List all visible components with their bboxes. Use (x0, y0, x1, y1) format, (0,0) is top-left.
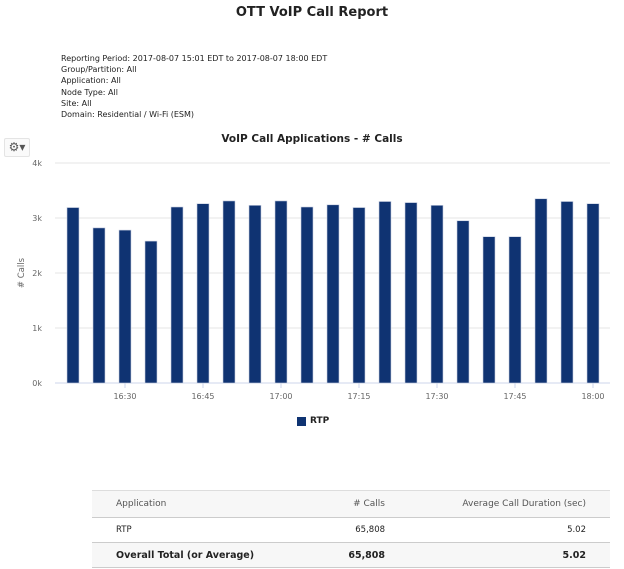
bar-chart: 0k 1k 2k 3k 4k # Calls 16:30 16:45 17:00 17:15 17:… (17, 159, 610, 401)
bar (534, 198, 548, 384)
y-tick-label: 0k (32, 379, 42, 388)
total-avg-duration: 5.02 (409, 542, 610, 568)
summary-table: Application # Calls Average Call Duratio… (92, 490, 610, 568)
y-tick-label: 1k (32, 324, 42, 333)
bar (560, 201, 574, 384)
col-avg-duration[interactable]: Average Call Duration (sec) (409, 490, 610, 518)
total-label: Overall Total (or Average) (92, 542, 310, 568)
x-tick-label: 18:00 (581, 392, 604, 401)
x-tick-label: 16:45 (191, 392, 214, 401)
chart-title: VoIP Call Applications - # Calls (221, 133, 403, 145)
col-calls[interactable]: # Calls (309, 490, 410, 518)
y-tick-label: 2k (32, 269, 42, 278)
legend-swatch (297, 416, 306, 426)
total-calls: 65,808 (309, 542, 410, 568)
y-tick-label: 4k (32, 159, 42, 168)
bar (170, 206, 184, 384)
cell-avg-duration: 5.02 (409, 517, 610, 543)
bar (378, 201, 392, 384)
x-tick-label: 17:45 (503, 392, 526, 401)
gear-icon: ⚙▾ (8, 140, 26, 154)
cell-calls: 65,808 (309, 517, 410, 543)
bar (196, 203, 210, 384)
meta-site: Site: All (61, 98, 92, 108)
bar (326, 204, 340, 384)
x-tick-label: 17:15 (347, 392, 370, 401)
meta-domain: Domain: Residential / Wi-Fi (ESM) (61, 110, 195, 120)
y-axis-label: # Calls (17, 257, 27, 288)
x-tick-label: 17:30 (425, 392, 448, 401)
bar (586, 203, 600, 384)
y-tick-label: 3k (32, 214, 42, 223)
meta-application: Application: All (61, 76, 121, 86)
meta-node-type: Node Type: All (61, 87, 118, 97)
col-application[interactable]: Application (92, 490, 310, 518)
bar (508, 236, 522, 384)
report-meta: Reporting Period: 2017-08-07 15:01 EDT t… (61, 53, 327, 120)
legend-item-rtp[interactable]: RTP (297, 416, 329, 426)
bar (118, 229, 132, 384)
table-row: RTP 65,808 5.02 (92, 517, 610, 543)
bar (430, 205, 444, 384)
bar (274, 200, 288, 384)
bar (300, 206, 314, 384)
bar (352, 207, 366, 384)
bar (66, 207, 80, 384)
meta-group: Group/Partition: All (61, 65, 137, 75)
bar (482, 236, 496, 384)
chart-settings-button[interactable]: ⚙▾ (4, 138, 30, 157)
bar (144, 240, 158, 384)
table-total-row: Overall Total (or Average) 65,808 5.02 (92, 542, 610, 568)
x-tick-label: 16:30 (113, 392, 136, 401)
bar (222, 200, 236, 384)
bar (248, 205, 262, 384)
report-title: OTT VoIP Call Report (235, 5, 389, 20)
table-header-row: Application # Calls Average Call Duratio… (92, 490, 610, 518)
bar (456, 220, 470, 384)
bar (92, 227, 106, 384)
legend-label: RTP (310, 416, 330, 426)
cell-application: RTP (92, 517, 310, 543)
meta-period: Reporting Period: 2017-08-07 15:01 EDT t… (61, 54, 328, 63)
bar (404, 202, 418, 384)
x-tick-label: 17:00 (269, 392, 292, 401)
